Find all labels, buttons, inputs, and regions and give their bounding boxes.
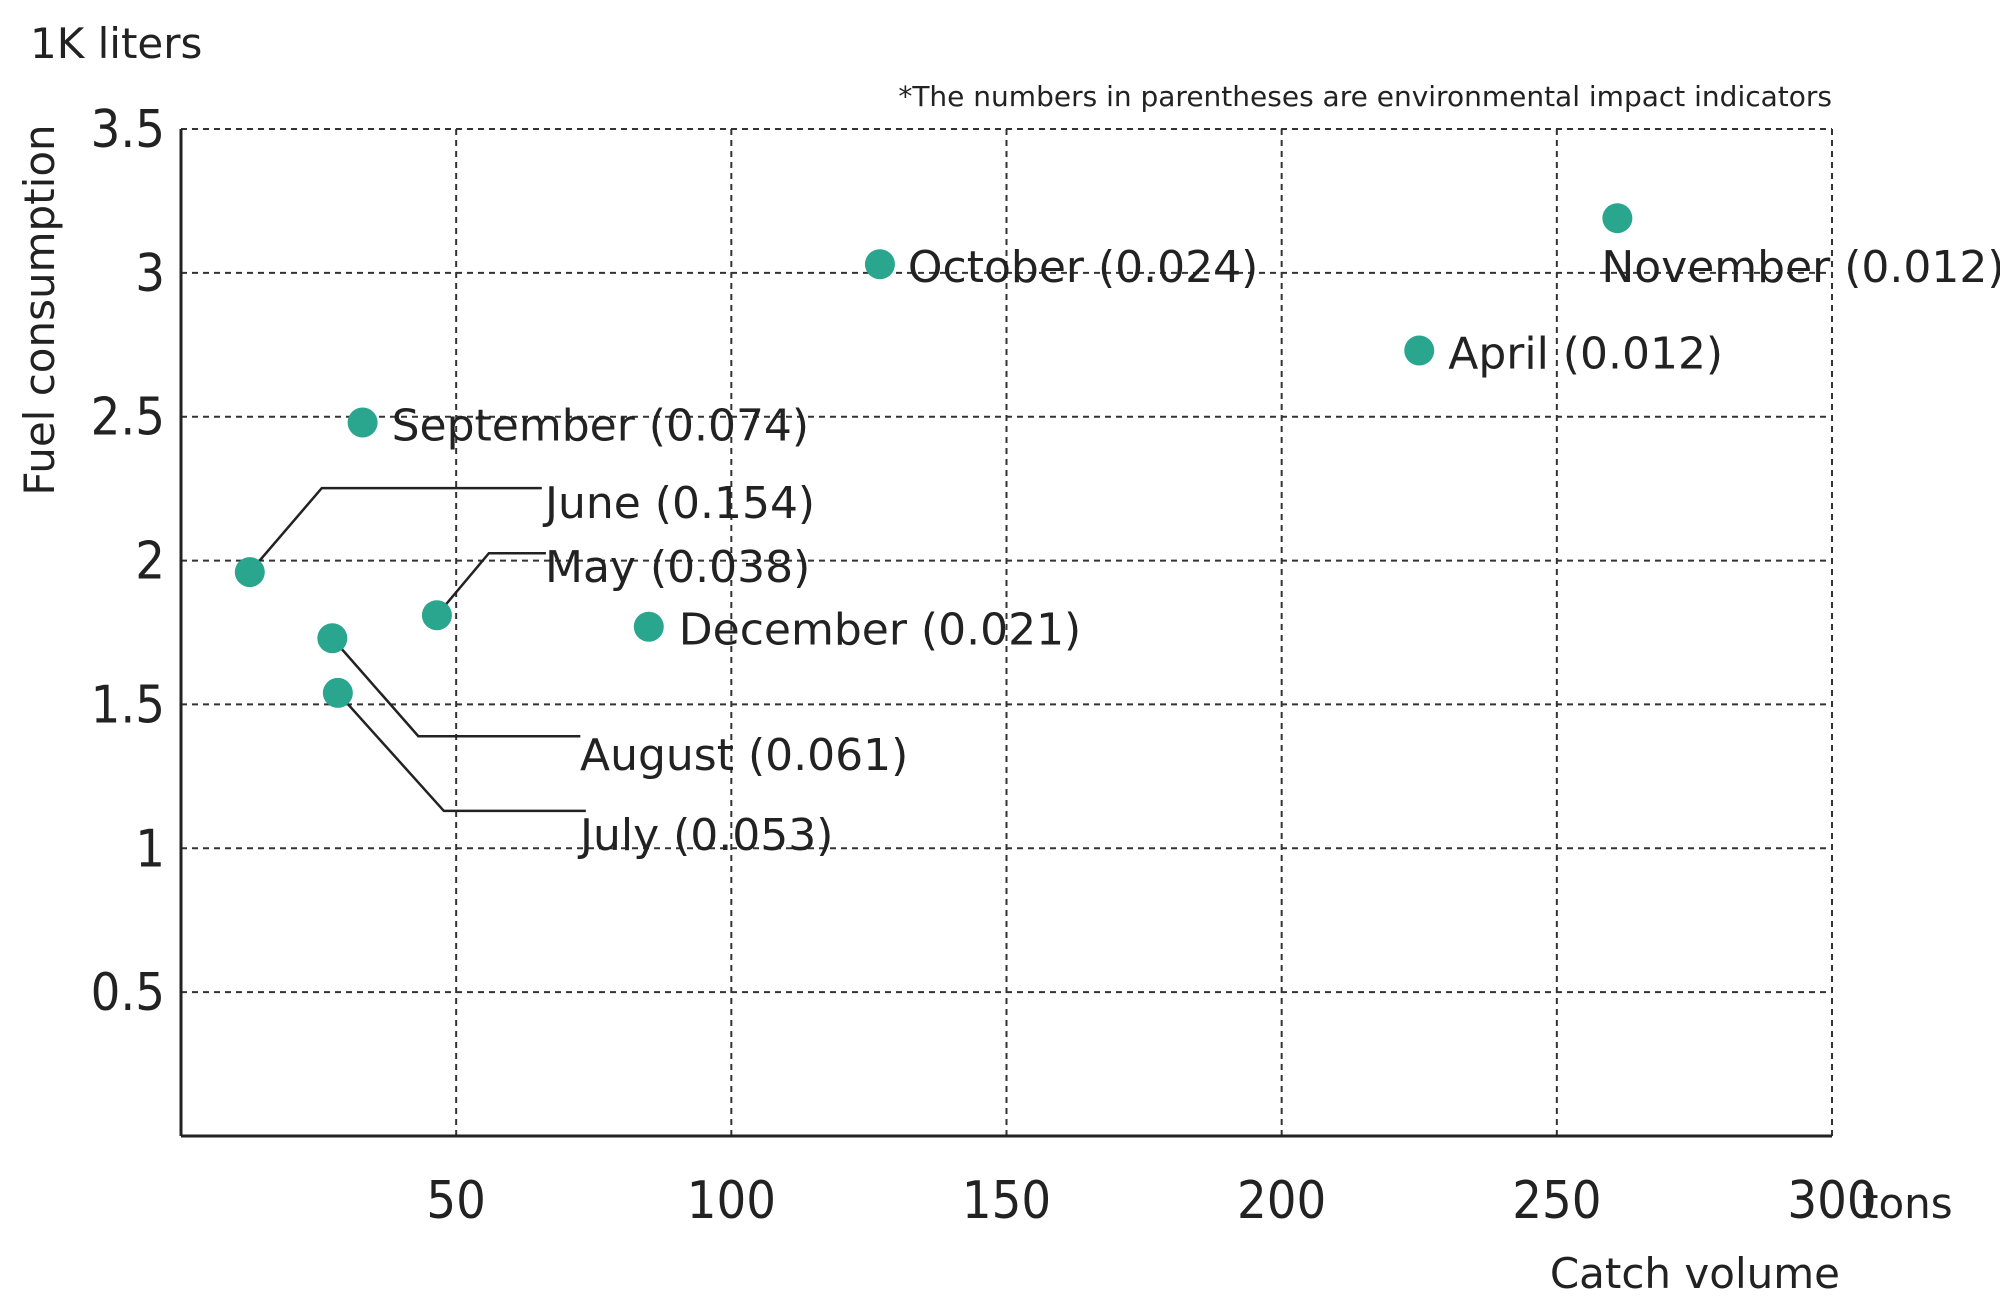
- leader-lines: [248, 486, 586, 813]
- y-tick-label: 2.5: [91, 388, 165, 448]
- data-point: [234, 557, 265, 588]
- x-tick-label: 100: [687, 1171, 776, 1231]
- point-label: August (0.061): [580, 730, 908, 781]
- y-unit-label: 1K liters: [30, 19, 202, 68]
- point-label: November (0.012): [1601, 242, 2000, 293]
- y-tick-label: 0.5: [91, 963, 165, 1023]
- x-tick-label: 150: [962, 1171, 1051, 1231]
- point-label: April (0.012): [1448, 329, 1723, 380]
- x-tick-label: 200: [1237, 1171, 1326, 1231]
- x-tick-label: 250: [1512, 1171, 1601, 1231]
- axes: [179, 129, 1832, 1138]
- chart-note: *The numbers in parentheses are environm…: [898, 80, 1832, 113]
- tick-labels: 0.5 1 1.5 2 2.5 3 3.5 50 100 150 200 250 300: [91, 100, 1877, 1231]
- leader-line: [248, 486, 542, 573]
- x-tick-label: 300: [1787, 1171, 1876, 1231]
- leader-line: [331, 637, 581, 738]
- data-point: [322, 677, 353, 708]
- point-label: June (0.154): [542, 478, 815, 529]
- point-label: October (0.024): [908, 242, 1258, 293]
- grid: [181, 128, 1833, 1136]
- data-point: [864, 249, 895, 280]
- point-label: December (0.021): [679, 605, 1081, 656]
- y-tick-label: 1: [135, 819, 165, 879]
- data-point: [421, 600, 452, 631]
- point-label: September (0.074): [392, 400, 809, 451]
- data-point: [347, 407, 378, 438]
- data-point: [317, 623, 348, 654]
- data-point: [1404, 335, 1435, 366]
- leader-line: [435, 551, 546, 617]
- y-tick-label: 2: [135, 532, 165, 592]
- leader-line: [336, 692, 586, 813]
- point-label: July (0.053): [577, 810, 833, 861]
- x-unit-label: tons: [1862, 1179, 1953, 1228]
- point-label: May (0.038): [545, 542, 810, 593]
- x-axis-title: Catch volume: [1550, 1249, 1840, 1298]
- y-tick-label: 3.5: [91, 100, 165, 160]
- y-axis-title: Fuel consumption: [15, 124, 64, 495]
- data-point: [633, 611, 664, 642]
- y-tick-label: 3: [135, 244, 165, 304]
- point-labels: October (0.024) November (0.012) April (0.…: [392, 242, 2000, 861]
- x-tick-label: 50: [426, 1171, 486, 1231]
- data-points: [234, 203, 1633, 708]
- y-tick-label: 1.5: [91, 675, 165, 735]
- data-point: [1602, 203, 1633, 234]
